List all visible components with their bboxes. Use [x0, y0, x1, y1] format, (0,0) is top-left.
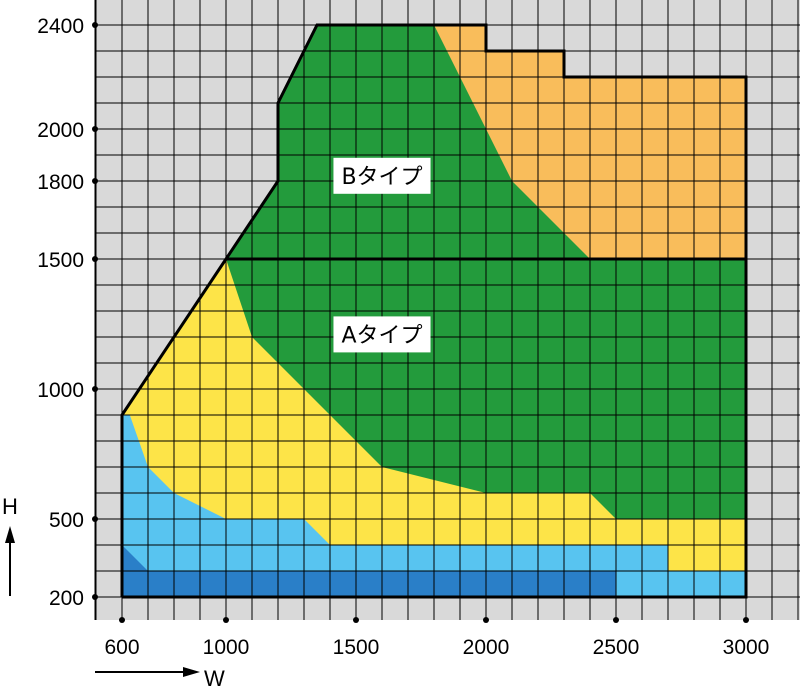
x-tick-mark [119, 617, 125, 623]
axis-arrows: H W [2, 494, 225, 691]
region-label-text: Bタイプ [341, 165, 422, 190]
x-tick-label: 1500 [333, 636, 380, 659]
y-tick-mark [92, 516, 98, 522]
region-label-text: Aタイプ [341, 323, 422, 348]
x-axis-label: W [204, 666, 225, 691]
y-tick-mark [92, 178, 98, 184]
y-tick-mark [92, 386, 98, 392]
region-label: Aタイプ [333, 316, 431, 353]
y-tick-mark [92, 594, 98, 600]
y-tick-label: 1500 [37, 249, 84, 272]
label-layer: Aタイプ Bタイプ [333, 157, 431, 353]
y-tick-label: 2000 [37, 119, 84, 142]
x-tick-mark [223, 617, 229, 623]
y-tick-label: 1800 [37, 171, 84, 194]
outline-layer [120, 23, 748, 599]
y-axis-label: H [2, 494, 18, 519]
x-tick-label: 600 [104, 636, 139, 659]
x-tick-label: 1000 [203, 636, 250, 659]
tick-layer: 200 500 1000 1500 1800 2000 2400 600 1000 1500 200… [37, 0, 769, 659]
y-tick-mark [92, 256, 98, 262]
x-tick-mark [353, 617, 359, 623]
x-tick-mark [613, 617, 619, 623]
y-tick-mark [92, 126, 98, 132]
region-label: Bタイプ [333, 157, 431, 194]
y-tick-label: 200 [49, 587, 84, 610]
y-tick-label: 2400 [37, 15, 84, 38]
x-tick-mark [483, 617, 489, 623]
x-tick-label: 2000 [463, 636, 510, 659]
x-tick-mark [743, 617, 749, 623]
x-tick-label: 2500 [593, 636, 640, 659]
y-tick-mark [92, 22, 98, 28]
x-tick-label: 3000 [723, 636, 770, 659]
x-axis-arrowhead [183, 667, 200, 677]
y-tick-label: 1000 [37, 379, 84, 402]
region-label-box [333, 316, 431, 353]
region-label-box [333, 157, 431, 194]
y-axis-arrowhead [5, 526, 15, 543]
y-tick-label: 500 [49, 509, 84, 532]
